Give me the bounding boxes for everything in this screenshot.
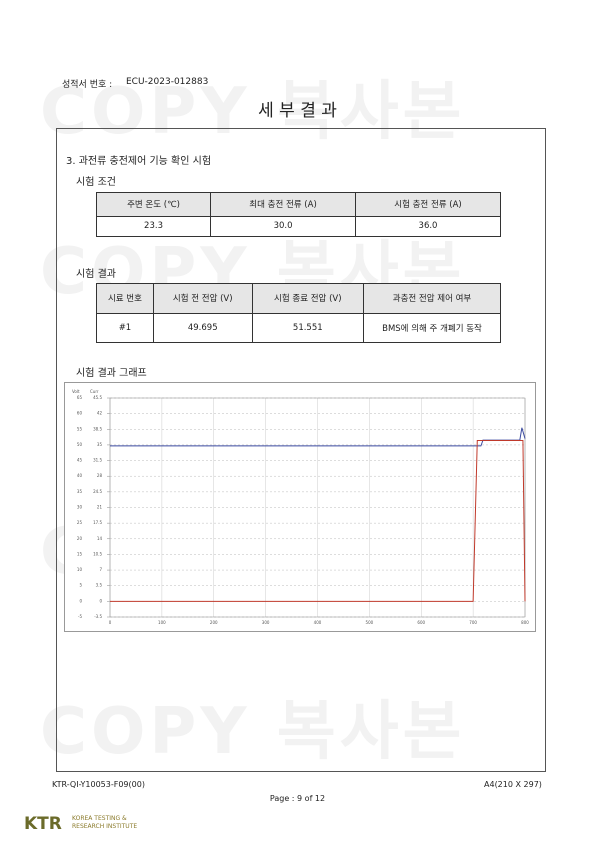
- report-no-label: 성적서 번호 :: [62, 80, 113, 90]
- y-tick-label: 55: [77, 426, 83, 431]
- y-tick-label: 0: [79, 598, 82, 603]
- header-cell: 과충전 전압 제어 여부: [363, 283, 501, 314]
- conditions-table: 주변 온도 (℃) 최대 충전 전류 (A) 시험 충전 전류 (A) 23.3 30…: [95, 192, 501, 238]
- y-tick-label: 5: [79, 583, 82, 588]
- page-number: Page : 9 of 12: [269, 794, 326, 803]
- y2-tick-label: 3.5: [96, 583, 103, 588]
- y2-tick-label: 35: [97, 442, 103, 447]
- y-tick-label: 30: [77, 505, 83, 510]
- y-tick-label: 35: [77, 489, 83, 494]
- y2-tick-label: 42: [97, 411, 103, 416]
- form-no: KTR-QI-Y10053-F09(00): [52, 780, 145, 789]
- y-tick-label: 10: [77, 567, 83, 572]
- cell: 30.0: [210, 215, 357, 238]
- y2-tick-label: 7: [99, 567, 102, 572]
- org-name: RESEARCH INSTITUTE: [72, 823, 138, 830]
- header-cell: 시험 충전 전류 (A): [355, 192, 501, 217]
- label: 시험 조건: [76, 177, 116, 188]
- x-tick-label: 800: [521, 620, 529, 625]
- y2-axis-label: Curr: [90, 389, 99, 394]
- chart: Volt Curr -5 0 5 10 15 20 25 30 35 40 45 50 55 60 65 -3.5…: [64, 382, 536, 632]
- y2-tick-label: 38.5: [93, 426, 102, 431]
- results-table: 시료 번호 시험 전 전압 (V) 시험 종료 전압 (V) 과충전 전압 제어 여부…: [96, 283, 501, 343]
- x-tick-label: 600: [417, 620, 425, 625]
- x-tick-label: 500: [366, 620, 374, 625]
- logo: KTR: [24, 814, 62, 834]
- cell: 49.695: [152, 312, 253, 343]
- x-tick-label: 200: [210, 620, 218, 625]
- watermark: COPY 복사본: [40, 75, 466, 149]
- y2-tick-label: 31.5: [93, 458, 102, 463]
- x-tick-label: 0: [109, 620, 112, 625]
- y2-tick-label: 45.5: [93, 395, 102, 400]
- cell: 36.0: [355, 215, 501, 238]
- y2-tick-label: 17.5: [93, 520, 102, 525]
- header-cell: 시험 전 전압 (V): [152, 283, 253, 314]
- header-cell: 시료 번호: [96, 283, 154, 314]
- org-name: KOREA TESTING &: [72, 815, 127, 822]
- chart-frame: [64, 382, 536, 632]
- y-tick-label: 40: [77, 473, 83, 478]
- cell: #1: [96, 312, 154, 343]
- cell: 23.3: [95, 215, 212, 238]
- y-tick-label: -5: [78, 614, 82, 619]
- section-title: 3. 과전류 충전제어 기능 확인 시험: [66, 156, 212, 167]
- y2-tick-label: -3.5: [94, 614, 102, 619]
- label: 시험 결과: [76, 269, 116, 280]
- header-cell: 주변 온도 (℃): [95, 192, 212, 217]
- frame: [56, 128, 546, 772]
- x-tick-label: 700: [469, 620, 477, 625]
- y-tick-label: 50: [77, 442, 83, 447]
- y-axis-label: Volt: [72, 389, 80, 394]
- y-tick-label: 45: [77, 458, 83, 463]
- y-tick-label: 65: [77, 395, 83, 400]
- series-line: [110, 439, 526, 602]
- y2-tick-label: 0: [99, 598, 102, 603]
- x-tick-label: 100: [158, 620, 166, 625]
- header-cell: 시험 종료 전압 (V): [251, 283, 365, 314]
- watermark: COPY 복사본: [40, 695, 466, 769]
- label: 시험 결과 그래프: [76, 368, 147, 379]
- x-tick-label: 300: [262, 620, 270, 625]
- paper-size: A4(210 X 297): [484, 780, 542, 789]
- y-tick-label: 20: [77, 536, 83, 541]
- title: 세 부 결 과: [258, 101, 337, 121]
- plot-area: [109, 397, 526, 618]
- y-tick-label: 25: [77, 520, 83, 525]
- x-tick-label: 400: [314, 620, 322, 625]
- report-no: ECU-2023-012883: [126, 77, 209, 87]
- cell: BMS에 의해 주 개폐기 동작: [363, 312, 501, 343]
- cell: 51.551: [251, 312, 365, 343]
- y2-tick-label: 28: [97, 473, 103, 478]
- y2-tick-label: 14: [97, 536, 103, 541]
- y2-tick-label: 10.5: [93, 551, 102, 556]
- y2-tick-label: 21: [97, 505, 103, 510]
- header-cell: 최대 충전 전류 (A): [210, 192, 357, 217]
- y-tick-label: 60: [77, 411, 83, 416]
- y-tick-label: 15: [77, 551, 83, 556]
- y2-tick-label: 24.5: [93, 489, 102, 494]
